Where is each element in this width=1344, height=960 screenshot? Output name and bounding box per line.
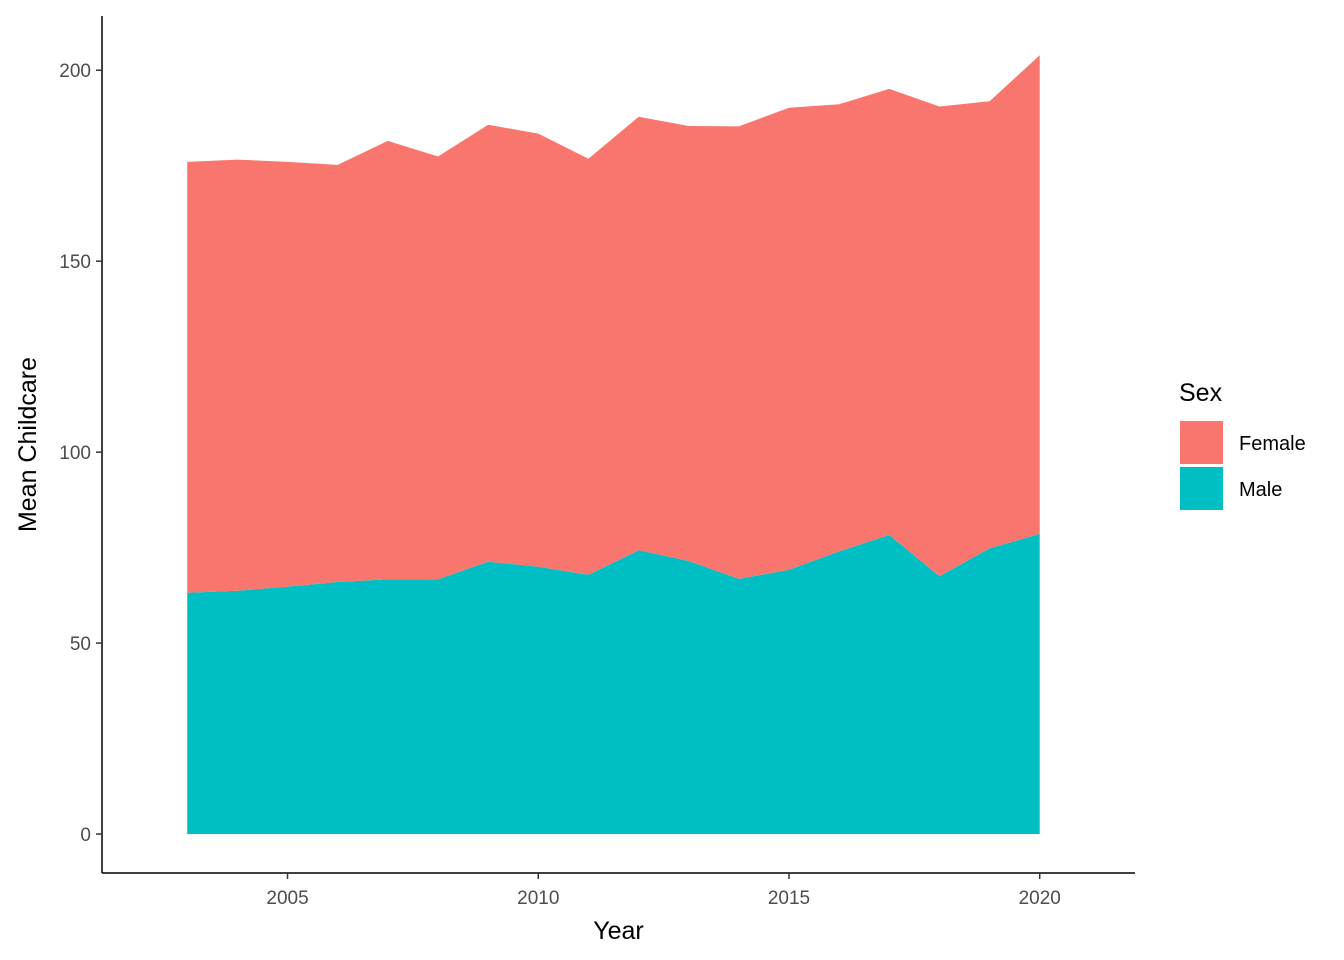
y-axis-ticks: 0 50 100 150 200 xyxy=(59,61,102,846)
y-tick-label: 50 xyxy=(70,634,91,655)
legend-key-male xyxy=(1180,467,1223,510)
plot-areas xyxy=(187,55,1040,834)
y-axis-title: Mean Childcare xyxy=(14,357,42,532)
x-tick-label: 2015 xyxy=(768,888,810,909)
legend-label-male: Male xyxy=(1239,479,1282,501)
x-tick-label: 2005 xyxy=(266,888,308,909)
legend-key-female xyxy=(1180,421,1223,464)
x-tick-label: 2010 xyxy=(517,888,559,909)
area-female xyxy=(187,55,1040,593)
x-axis-ticks: 2005 2010 2015 2020 xyxy=(266,873,1061,909)
x-tick-label: 2020 xyxy=(1019,888,1061,909)
legend-title: Sex xyxy=(1179,379,1223,407)
area-male xyxy=(187,533,1040,834)
y-tick-label: 200 xyxy=(59,61,91,82)
legend-label-female: Female xyxy=(1239,433,1306,455)
legend: Sex Female Male xyxy=(1179,379,1306,510)
y-tick-label: 150 xyxy=(59,252,91,273)
y-tick-label: 100 xyxy=(59,443,91,464)
x-axis-title: Year xyxy=(593,917,644,945)
y-tick-label: 0 xyxy=(80,825,91,846)
